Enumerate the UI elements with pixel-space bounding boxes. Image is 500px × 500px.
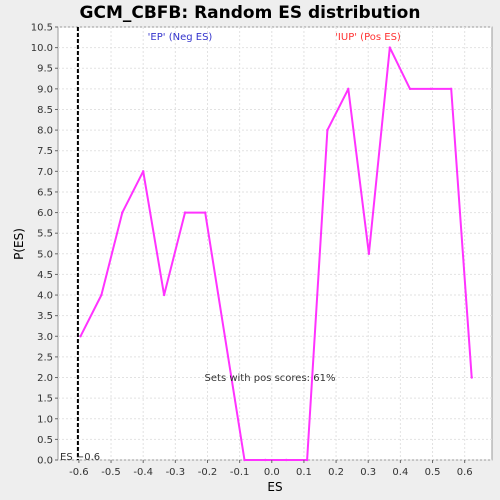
data-point [326,129,328,131]
data-point [204,211,206,213]
data-point [142,170,144,172]
data-point [163,294,165,296]
x-axis-label: ES [267,480,282,494]
data-point [409,88,411,90]
x-tick-label: -0.4 [133,467,153,478]
y-tick-label: 9.5 [37,64,53,75]
y-tick-label: 3.5 [37,311,53,322]
x-tick-label: 0.0 [264,467,280,478]
y-tick-label: 0.5 [37,435,53,446]
data-point [347,88,349,90]
y-tick-label: 1.5 [37,394,53,405]
y-tick-label: 7.0 [37,167,53,178]
y-tick-label: 3.0 [37,332,53,343]
x-tick-label: 0.5 [425,467,441,478]
x-tick-label: -0.1 [230,467,250,478]
plot-area [58,27,492,460]
chart-title: GCM_CBFB: Random ES distribution [80,3,421,23]
data-point [306,459,308,461]
data-point [184,211,186,213]
x-tick-label: 0.4 [392,467,408,478]
y-tick-label: 10.0 [31,43,53,54]
x-tick-label: 0.1 [296,467,312,478]
y-tick-label: 1.0 [37,414,53,425]
annotation-pos-scores: Sets with pos scores: 61% [205,373,336,384]
x-tick-label: 0.6 [457,467,473,478]
data-point [450,88,452,90]
y-tick-label: 5.5 [37,229,53,240]
y-tick-label: 6.0 [37,208,53,219]
y-tick-label: 2.5 [37,352,53,363]
data-point [389,46,391,48]
data-point [100,294,102,296]
y-axis-label: P(ES) [12,228,26,260]
y-tick-label: 4.5 [37,270,53,281]
y-tick-label: 8.0 [37,126,53,137]
x-tick-label: 0.3 [360,467,376,478]
data-point [121,211,123,213]
x-tick-label: -0.3 [166,467,186,478]
y-tick-label: 6.5 [37,187,53,198]
x-tick-label: -0.2 [198,467,218,478]
x-tick-label: 0.2 [328,467,344,478]
data-point [264,459,266,461]
y-tick-label: 2.0 [37,373,53,384]
data-point [79,335,81,337]
y-tick-label: 0.0 [37,456,53,467]
data-point [471,376,473,378]
y-tick-label: 10.5 [31,23,53,34]
x-tick-label: -0.6 [69,467,89,478]
annotation-pos-es: 'IUP' (Pos ES) [335,32,401,43]
y-tick-label: 7.5 [37,146,53,157]
annotation-neg-es: 'EP' (Neg ES) [148,32,213,43]
data-point [368,253,370,255]
y-tick-label: 4.0 [37,291,53,302]
y-tick-label: 5.0 [37,249,53,260]
marker-line-label: ES −0.6 [60,452,100,463]
data-point [430,88,432,90]
y-tick-label: 8.5 [37,105,53,116]
data-point [243,459,245,461]
x-tick-label: -0.5 [101,467,121,478]
y-tick-label: 9.0 [37,84,53,95]
data-point [285,459,287,461]
